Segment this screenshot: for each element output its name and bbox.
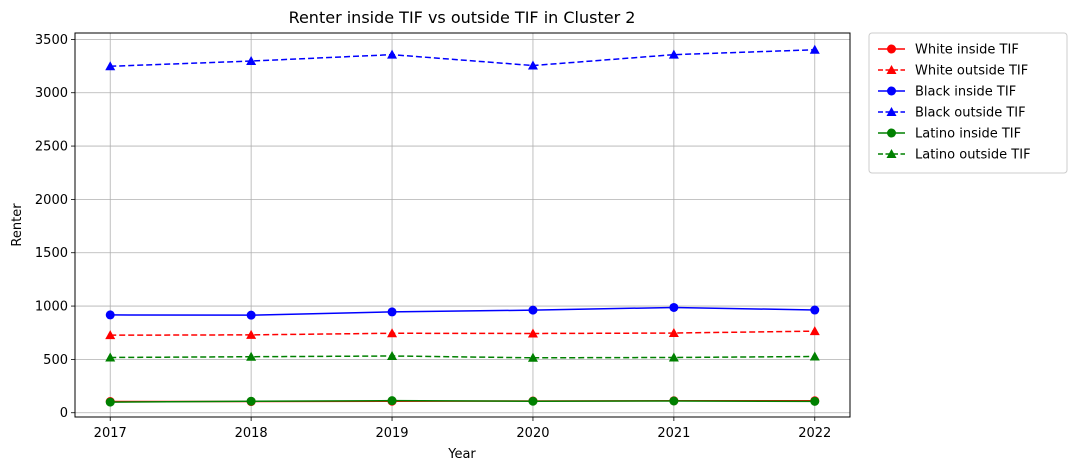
y-tick-label: 3000 bbox=[35, 86, 68, 101]
legend-marker bbox=[886, 107, 897, 116]
y-axis-label: Renter bbox=[10, 203, 25, 247]
data-point bbox=[105, 352, 116, 362]
data-point bbox=[669, 302, 679, 312]
series-black-inside-tif bbox=[105, 302, 820, 320]
data-point bbox=[809, 326, 820, 336]
data-point bbox=[527, 60, 538, 70]
data-point bbox=[387, 307, 397, 317]
data-point bbox=[387, 350, 398, 360]
legend-label: Latino outside TIF bbox=[915, 148, 1031, 163]
data-point bbox=[246, 329, 257, 339]
legend-entry: Black inside TIF bbox=[878, 85, 1016, 100]
series-line bbox=[110, 355, 815, 359]
data-point bbox=[246, 56, 257, 66]
legend-marker bbox=[886, 65, 897, 74]
series-line bbox=[110, 399, 815, 403]
y-tick-label: 3500 bbox=[35, 33, 68, 48]
x-tick-label: 2021 bbox=[657, 426, 690, 441]
legend-marker bbox=[887, 44, 896, 54]
series-latino-outside-tif bbox=[105, 350, 820, 362]
data-point bbox=[387, 396, 397, 406]
legend: White inside TIF White outside TIF Black i… bbox=[868, 32, 1068, 174]
legend-entry: White inside TIF bbox=[878, 43, 1019, 58]
data-point bbox=[105, 397, 115, 407]
legend-entry: Black outside TIF bbox=[878, 106, 1026, 121]
data-point bbox=[246, 351, 257, 361]
data-point bbox=[105, 330, 116, 340]
data-point bbox=[246, 310, 256, 320]
data-point bbox=[810, 305, 820, 315]
y-tick-label: 1500 bbox=[35, 246, 68, 261]
x-tick-label: 2017 bbox=[94, 426, 127, 441]
data-point bbox=[246, 396, 256, 406]
x-axis-label: Year bbox=[447, 447, 476, 462]
data-point bbox=[528, 305, 538, 315]
data-point bbox=[387, 49, 398, 59]
legend-box bbox=[868, 32, 1068, 174]
data-point bbox=[527, 328, 538, 338]
data-point bbox=[669, 396, 679, 406]
data-point bbox=[809, 351, 820, 361]
legend-label: Black inside TIF bbox=[915, 85, 1016, 100]
series-line bbox=[110, 48, 815, 68]
plot-series bbox=[105, 44, 820, 407]
legend-marker bbox=[887, 86, 896, 96]
data-point bbox=[668, 328, 679, 338]
legend-entry: Latino inside TIF bbox=[878, 127, 1021, 142]
data-point bbox=[387, 328, 398, 338]
legend-entry: White outside TIF bbox=[878, 64, 1028, 79]
x-tick-label: 2019 bbox=[375, 426, 408, 441]
legend-entry: Latino outside TIF bbox=[878, 148, 1031, 163]
data-point bbox=[668, 49, 679, 59]
legend-label: Black outside TIF bbox=[915, 106, 1026, 121]
data-point bbox=[528, 396, 538, 406]
y-tick-label: 2500 bbox=[35, 140, 68, 155]
data-point bbox=[105, 61, 116, 71]
legend-label: Latino inside TIF bbox=[915, 127, 1021, 142]
legend-marker bbox=[886, 149, 897, 158]
data-point bbox=[105, 310, 115, 320]
y-tick-label: 500 bbox=[43, 353, 68, 368]
y-tick-label: 1000 bbox=[35, 300, 68, 315]
series-latino-inside-tif bbox=[105, 396, 820, 407]
x-tick-label: 2022 bbox=[798, 426, 831, 441]
data-point bbox=[809, 44, 820, 54]
series-line bbox=[110, 306, 815, 316]
axis-ticks: 2017 2018 2019 2020 2021 2022 0 500 1000 1500 2000… bbox=[35, 33, 831, 441]
y-tick-label: 0 bbox=[60, 406, 68, 421]
data-point bbox=[527, 352, 538, 362]
series-black-outside-tif bbox=[105, 44, 820, 71]
data-point bbox=[668, 352, 679, 362]
data-point bbox=[810, 396, 820, 406]
x-tick-label: 2020 bbox=[516, 426, 549, 441]
grid bbox=[75, 33, 850, 417]
legend-label: White inside TIF bbox=[915, 43, 1019, 58]
series-white-outside-tif bbox=[105, 326, 820, 340]
series-line bbox=[110, 330, 815, 336]
x-tick-label: 2018 bbox=[235, 426, 268, 441]
y-tick-label: 2000 bbox=[35, 193, 68, 208]
plot-frame bbox=[74, 32, 851, 418]
chart-title: Renter inside TIF vs outside TIF in Clus… bbox=[289, 8, 636, 27]
legend-marker bbox=[887, 128, 896, 138]
legend-label: White outside TIF bbox=[915, 64, 1028, 79]
